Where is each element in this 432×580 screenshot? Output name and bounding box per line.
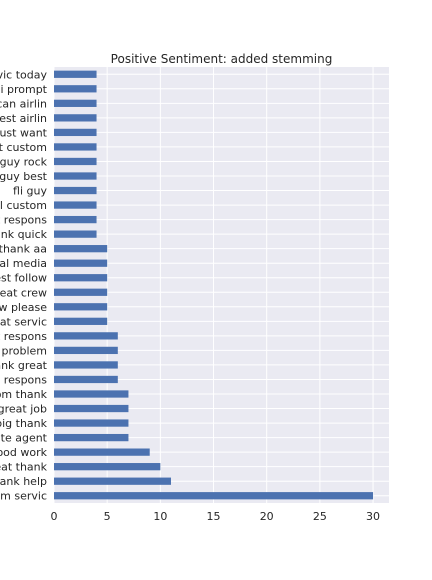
y-tick-label: ate agent: [0, 432, 48, 445]
y-tick-label: el custom: [0, 199, 47, 212]
chart-title: Positive Sentiment: added stemming: [111, 52, 333, 66]
bar: [54, 230, 97, 238]
bar: [54, 128, 97, 137]
bar: [54, 492, 374, 500]
x-tick-label: 0: [51, 510, 58, 523]
bars: [54, 70, 374, 500]
bar: [54, 346, 118, 355]
bar: [54, 433, 129, 442]
y-tick-label: eat servic: [0, 315, 47, 328]
bar: [54, 186, 97, 195]
bar: [54, 70, 97, 78]
x-tick-labels: 0 5 10 15 20 25 30: [51, 510, 381, 523]
y-tick-label: vic today: [0, 68, 47, 81]
y-tick-label: big thank: [0, 417, 48, 430]
y-tick-label: eat thank: [0, 461, 48, 474]
y-tick-label: at custom: [0, 141, 47, 154]
bar: [54, 172, 97, 180]
y-tick-label: ci prompt: [0, 83, 48, 96]
y-tick-label: t respons: [0, 214, 47, 227]
x-tick-label: 15: [207, 510, 221, 523]
bar: [54, 143, 97, 151]
bar: [54, 114, 97, 122]
bar: [54, 404, 129, 413]
y-tick-label: ood work: [0, 446, 48, 459]
y-tick-label: problem: [1, 344, 47, 357]
y-tick-label: best airlin: [0, 112, 47, 125]
bar: [54, 317, 108, 325]
bar: [54, 448, 150, 456]
y-tick-label: guy rock: [0, 155, 48, 168]
bar: [54, 419, 129, 427]
bar: [54, 288, 108, 296]
bar: [54, 303, 108, 311]
y-tick-label: t respons: [0, 330, 47, 343]
bar: [54, 99, 97, 107]
bar: [54, 85, 97, 93]
y-tick-label: can airlin: [0, 97, 47, 110]
gridlines: [53, 67, 389, 503]
bar: [54, 157, 97, 166]
bar: [54, 361, 118, 369]
y-tick-label: reat crew: [0, 286, 47, 299]
x-tick-label: 10: [153, 510, 167, 523]
bar: [54, 259, 108, 267]
y-tick-label: w please: [0, 301, 47, 314]
bar: [54, 477, 171, 485]
x-tick-label: 25: [313, 510, 327, 523]
bar: [54, 375, 118, 384]
bar: [54, 390, 129, 398]
y-tick-label: just want: [0, 126, 48, 139]
y-tick-label: ank quick: [0, 228, 48, 241]
x-tick-label: 20: [260, 510, 274, 523]
y-tick-label: thank aa: [0, 243, 47, 256]
plot-background: [54, 67, 389, 503]
x-tick-label: 5: [104, 510, 111, 523]
y-tick-label: respons: [4, 373, 47, 386]
x-tick-label: 30: [366, 510, 380, 523]
bar: [54, 274, 108, 282]
y-tick-label: ial media: [0, 257, 47, 270]
bar: [54, 245, 108, 253]
bar: [54, 332, 118, 340]
y-tick-label: fli guy: [13, 185, 47, 198]
y-tick-label: ank great: [0, 359, 48, 372]
bar: [54, 463, 161, 471]
bar: [54, 215, 97, 224]
y-tick-label: om servic: [0, 490, 47, 503]
bar: [54, 201, 97, 209]
y-tick-label: hank help: [0, 475, 47, 488]
y-tick-label: om thank: [0, 388, 48, 401]
y-tick-label: est follow: [0, 272, 47, 285]
y-tick-label: guy best: [0, 170, 48, 183]
y-tick-label: great job: [0, 403, 47, 416]
